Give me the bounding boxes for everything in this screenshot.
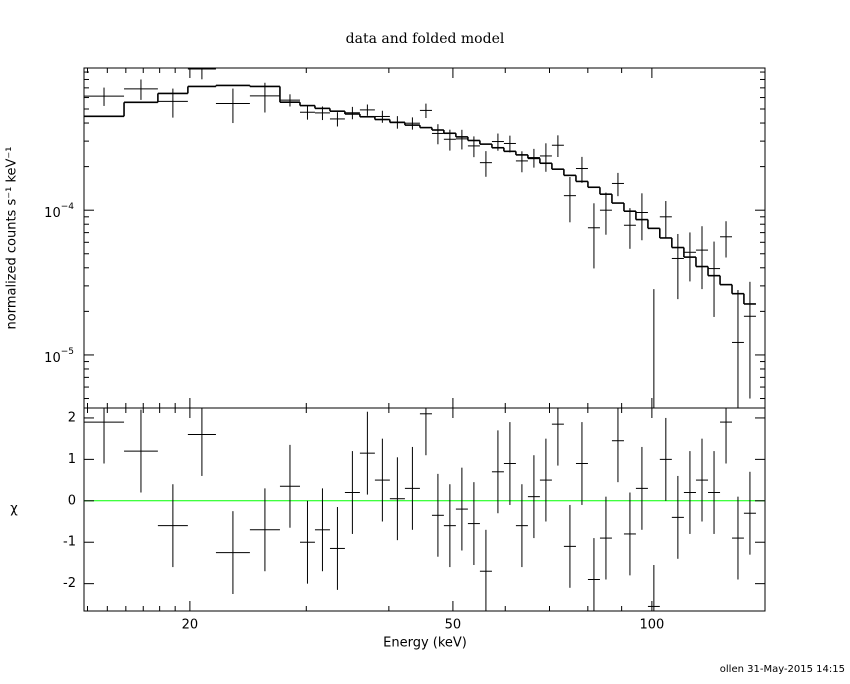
bottom-frame <box>83 407 766 612</box>
y-tick-label: 10−5 <box>44 346 74 365</box>
residual-y-tick-label: 0 <box>68 493 76 508</box>
y-tick-exponent: −5 <box>61 346 74 356</box>
footer: ollen 31-May-2015 14:15 <box>720 664 845 675</box>
residual-y-tick-label: -1 <box>63 535 76 550</box>
y-tick-base: 10 <box>44 206 61 221</box>
residual-y-tick-label: -2 <box>63 576 76 591</box>
x-tick-label: 50 <box>445 618 462 633</box>
spectrum-panel <box>84 68 756 408</box>
x-tick-label: 100 <box>639 618 664 633</box>
residual-y-tick-label: 1 <box>68 452 76 467</box>
chart-title: data and folded model <box>346 31 505 47</box>
y-tick-exponent: −4 <box>61 202 75 212</box>
y-tick-label: 10−4 <box>44 202 74 221</box>
residual-y-tick-label: 2 <box>68 410 76 425</box>
residual-axis-label: χ <box>10 502 18 517</box>
x-axis-label: Energy (keV) <box>383 636 467 651</box>
y-tick-base: 10 <box>44 350 61 365</box>
y-axis-label: normalized counts s⁻¹ keV⁻¹ <box>5 147 20 330</box>
x-tick-label: 20 <box>182 618 199 633</box>
residual-panel <box>84 408 765 611</box>
